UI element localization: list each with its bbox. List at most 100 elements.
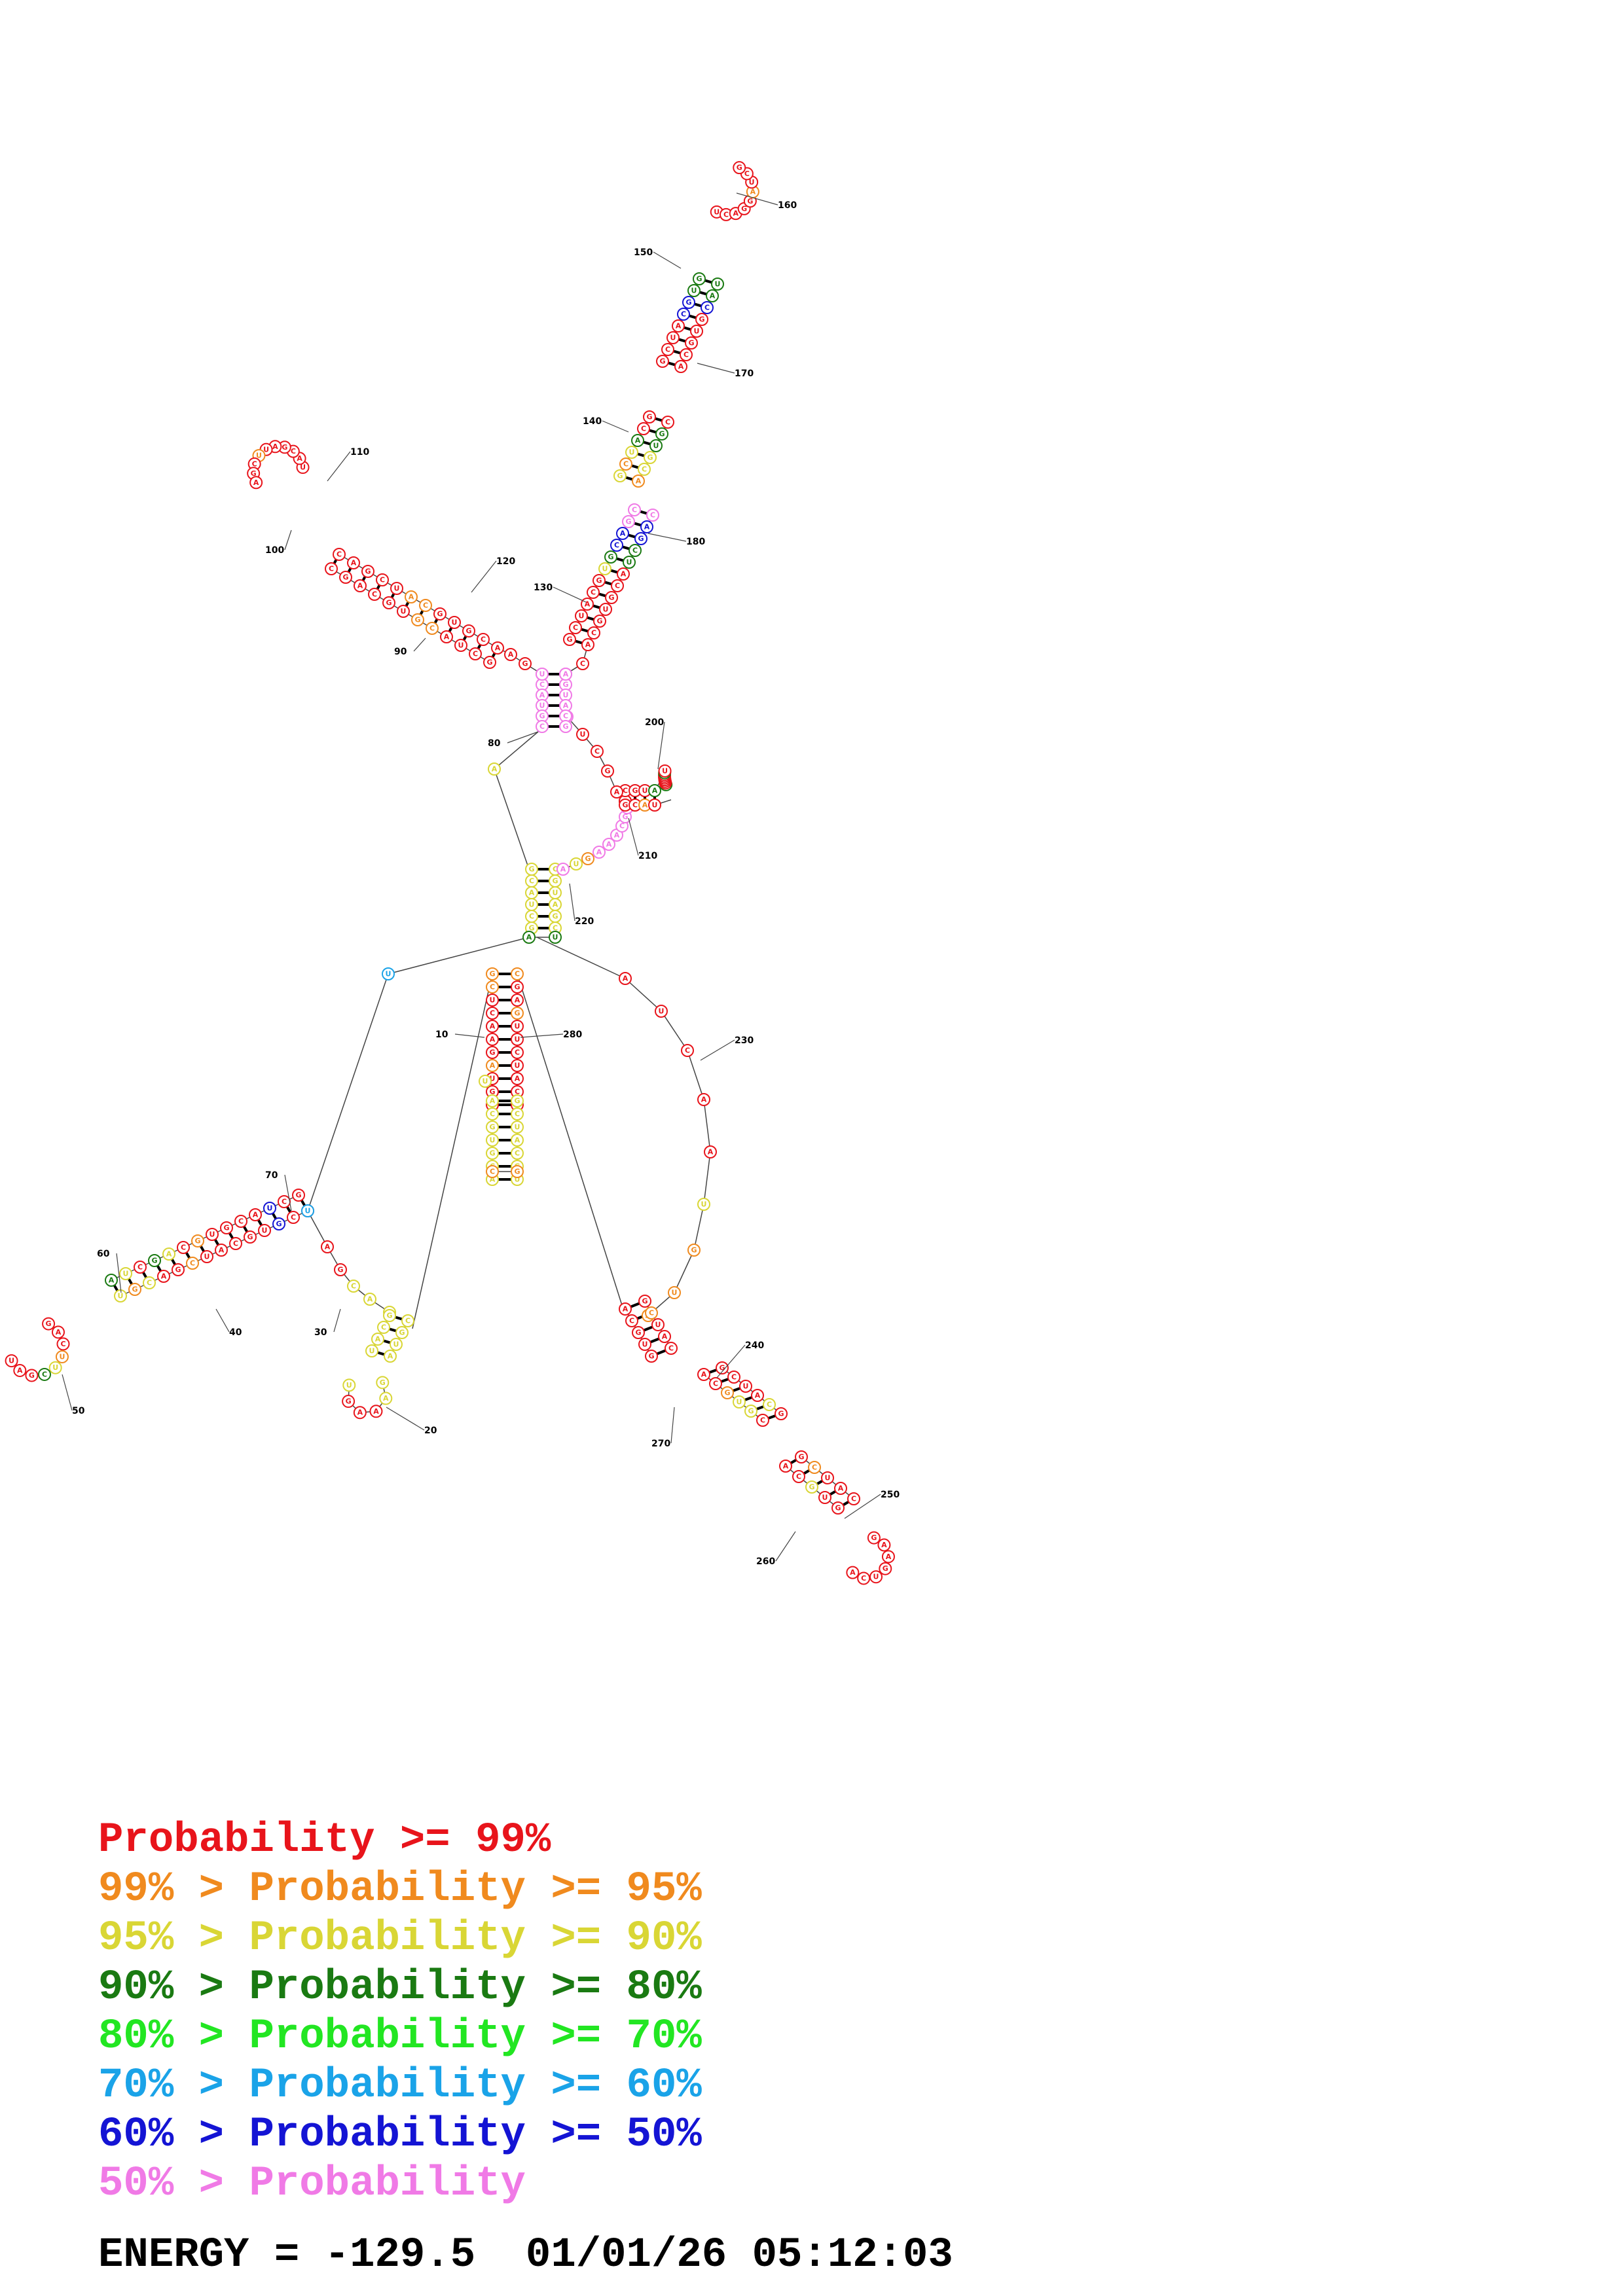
svg-text:G: G [251, 469, 257, 478]
nucleotide: U [206, 1228, 219, 1241]
nucleotide: A [371, 1333, 384, 1346]
label-leader [569, 883, 575, 922]
svg-text:C: C [380, 576, 385, 584]
backbone-segment [494, 731, 539, 770]
svg-text:C: C [190, 1259, 195, 1268]
nucleotide: C [857, 1571, 871, 1585]
legend-row-2: 99% > Probability >= 95% [98, 1869, 702, 1910]
svg-text:U: U [452, 619, 458, 627]
svg-text:A: A [642, 801, 648, 810]
nucleotide: C [419, 599, 432, 612]
nucleotide: C [186, 1257, 199, 1270]
base-pair-bond [625, 476, 633, 481]
svg-text:A: A [515, 1136, 520, 1145]
base-pair-bond [598, 592, 606, 598]
nucleotide: U [48, 1361, 62, 1374]
nucleotide: A [354, 579, 367, 592]
svg-text:C: C [744, 170, 750, 178]
base-pair-bond [790, 1458, 797, 1465]
svg-text:G: G [646, 413, 652, 422]
nucleotide: G [638, 1295, 651, 1308]
backbone-segment [307, 1210, 328, 1247]
svg-text:G: G [247, 1233, 253, 1242]
nucleotide: A [556, 863, 570, 876]
nucleotide: C [401, 1314, 414, 1327]
nucleotide: G [148, 1254, 161, 1267]
nucleotide: G [376, 1376, 390, 1390]
legend-label: Probability >= 60% [249, 2062, 702, 2109]
svg-text:U: U [825, 1474, 831, 1482]
svg-text:A: A [444, 633, 450, 641]
nucleotide: C [587, 626, 600, 639]
svg-text:G: G [622, 801, 628, 810]
svg-text:C: C [490, 983, 495, 992]
svg-text:U: U [539, 702, 545, 710]
svg-text:G: G [514, 1009, 520, 1018]
svg-text:U: U [642, 787, 648, 795]
nucleotide: A [648, 784, 661, 797]
svg-text:A: A [623, 1305, 629, 1314]
nucleotide: U [821, 1471, 834, 1484]
svg-text:C: C [473, 650, 478, 658]
nucleotide: C [325, 562, 338, 575]
nucleotide: U [690, 325, 703, 338]
nucleotide: U [486, 1134, 499, 1147]
svg-text:G: G [798, 1453, 804, 1462]
svg-text:C: C [580, 660, 585, 668]
energy-footer: ENERGY = -129.5 01/01/26 05:12:03 [98, 2232, 953, 2279]
nucleotide: A [638, 798, 651, 812]
svg-text:U: U [346, 1381, 352, 1390]
nucleotide: G [486, 1147, 499, 1160]
svg-text:G: G [642, 1297, 647, 1306]
nucleotide: A [13, 1363, 27, 1377]
legend-label: Probability >= 50% [249, 2111, 702, 2159]
nucleotide: A [704, 1145, 717, 1158]
base-pair-bonds [113, 279, 850, 1507]
nucleotide: G [511, 1165, 524, 1178]
nucleotide: C [229, 1237, 242, 1250]
svg-text:A: A [620, 529, 626, 538]
nucleotide: A [616, 527, 629, 540]
svg-text:A: A [881, 1541, 887, 1549]
svg-text:C: C [573, 624, 578, 632]
nucleotide: C [756, 1414, 769, 1427]
svg-text:U: U [691, 287, 697, 295]
nucleotide: A [779, 1460, 792, 1473]
base-pair-bond [361, 575, 367, 582]
nucleotide: G [687, 1244, 701, 1257]
svg-text:A: A [56, 1328, 62, 1336]
base-pair-bond [285, 1206, 292, 1213]
svg-text:U: U [670, 334, 676, 342]
nucleotide: G [395, 1326, 409, 1339]
svg-text:G: G [691, 1246, 697, 1255]
svg-text:C: C [238, 1217, 244, 1226]
nucleotide: G [519, 657, 532, 670]
nucleotide: C [376, 573, 389, 586]
nucleotide: G [593, 615, 606, 628]
svg-text:C: C [796, 1473, 801, 1481]
label-leader [602, 420, 629, 433]
nucleotide: A [347, 556, 360, 569]
backbone-segment [536, 937, 626, 979]
svg-text:C: C [760, 1416, 765, 1425]
svg-text:G: G [194, 1237, 200, 1246]
label-leader [116, 1253, 122, 1293]
svg-text:U: U [553, 889, 558, 897]
nucleotide: C [486, 980, 499, 994]
svg-text:G: G [489, 970, 495, 978]
nucleotide: G [632, 1326, 645, 1339]
nucleotide: G [682, 296, 695, 309]
svg-text:C: C [650, 511, 655, 520]
position-label: 250 [881, 1490, 900, 1500]
svg-text:G: G [514, 1168, 520, 1176]
nucleotide: C [536, 720, 549, 733]
svg-text:U: U [580, 730, 586, 739]
nucleotide: C [486, 1107, 499, 1121]
nucleotide: A [881, 1550, 895, 1564]
svg-text:U: U [401, 607, 407, 616]
backbone-lines [11, 167, 889, 1579]
nucleotide: C [486, 1165, 499, 1178]
nucleotide: A [672, 319, 685, 332]
svg-text:A: A [367, 1295, 373, 1304]
label-leader [284, 529, 292, 550]
